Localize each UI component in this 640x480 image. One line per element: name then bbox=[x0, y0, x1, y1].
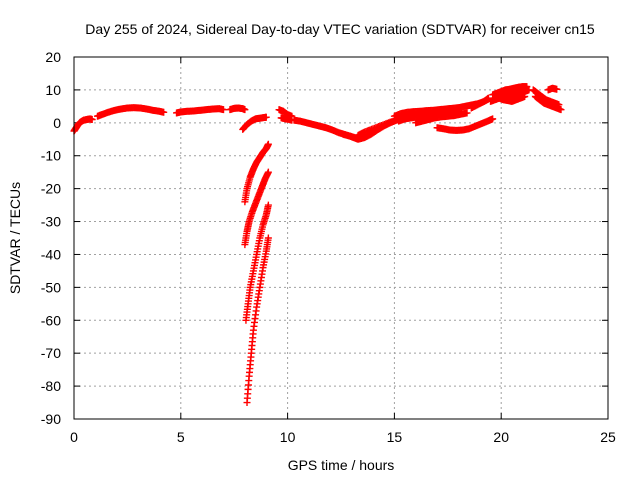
y-tick-label: -30 bbox=[41, 214, 61, 230]
data-point bbox=[262, 113, 270, 121]
data-point bbox=[264, 168, 272, 176]
data-points bbox=[70, 83, 565, 407]
series-track-18 bbox=[433, 115, 497, 134]
y-tick-label: -70 bbox=[41, 345, 61, 361]
x-tick-label: 10 bbox=[280, 429, 296, 445]
series-track-25 bbox=[544, 84, 561, 94]
x-tick-label: 20 bbox=[493, 429, 509, 445]
y-tick-label: 10 bbox=[45, 82, 61, 98]
series-track-7 bbox=[241, 168, 272, 249]
series-track-3 bbox=[173, 105, 228, 117]
data-point bbox=[489, 115, 497, 123]
x-tick-label: 25 bbox=[600, 429, 616, 445]
data-point bbox=[521, 92, 529, 100]
series-track-21 bbox=[489, 83, 531, 99]
y-tick-label: -20 bbox=[41, 181, 61, 197]
series-track-10 bbox=[275, 106, 296, 120]
data-point bbox=[553, 85, 561, 93]
y-tick-label: 0 bbox=[53, 115, 61, 131]
y-tick-label: -10 bbox=[41, 148, 61, 164]
y-tick-label: -50 bbox=[41, 279, 61, 295]
y-tick-label: -90 bbox=[41, 411, 61, 427]
x-axis-title: GPS time / hours bbox=[288, 457, 395, 473]
x-tick-label: 5 bbox=[177, 429, 185, 445]
series-track-22 bbox=[491, 92, 529, 105]
x-tick-label: 15 bbox=[387, 429, 403, 445]
plot-frame bbox=[73, 56, 609, 420]
series-track-11 bbox=[277, 114, 296, 124]
data-point bbox=[220, 106, 228, 114]
data-point bbox=[463, 109, 471, 117]
data-point bbox=[264, 234, 272, 242]
series-track-4 bbox=[226, 104, 249, 114]
chart-title: Day 255 of 2024, Sidereal Day-to-day VTE… bbox=[85, 21, 595, 37]
series-track-5 bbox=[239, 113, 270, 133]
y-tick-labels: 20 10 0 -10 -20 -30 -40 -50 -60 -70 -80 -90 bbox=[41, 49, 61, 427]
data-point bbox=[523, 83, 531, 91]
x-tick-labels: 0 5 10 15 20 25 bbox=[70, 429, 616, 445]
y-tick-label: -60 bbox=[41, 312, 61, 328]
data-point bbox=[88, 116, 96, 124]
y-tick-label: 20 bbox=[45, 49, 61, 65]
series-track-20 bbox=[487, 86, 533, 105]
data-point bbox=[264, 140, 272, 148]
series-track-6 bbox=[241, 140, 272, 206]
series-track-2 bbox=[93, 104, 168, 120]
y-tick-label: -80 bbox=[41, 378, 61, 394]
x-tick-label: 0 bbox=[70, 429, 78, 445]
y-tick-label: -40 bbox=[41, 246, 61, 262]
data-point bbox=[557, 106, 565, 114]
data-point bbox=[160, 108, 168, 116]
y-axis-title: SDTVAR / TECUs bbox=[7, 182, 23, 294]
data-point bbox=[264, 201, 272, 209]
series-track-8 bbox=[242, 201, 272, 324]
series-track-24 bbox=[531, 92, 565, 114]
series-track-17 bbox=[412, 109, 471, 127]
series-track-9 bbox=[243, 234, 272, 407]
data-point bbox=[241, 106, 249, 114]
